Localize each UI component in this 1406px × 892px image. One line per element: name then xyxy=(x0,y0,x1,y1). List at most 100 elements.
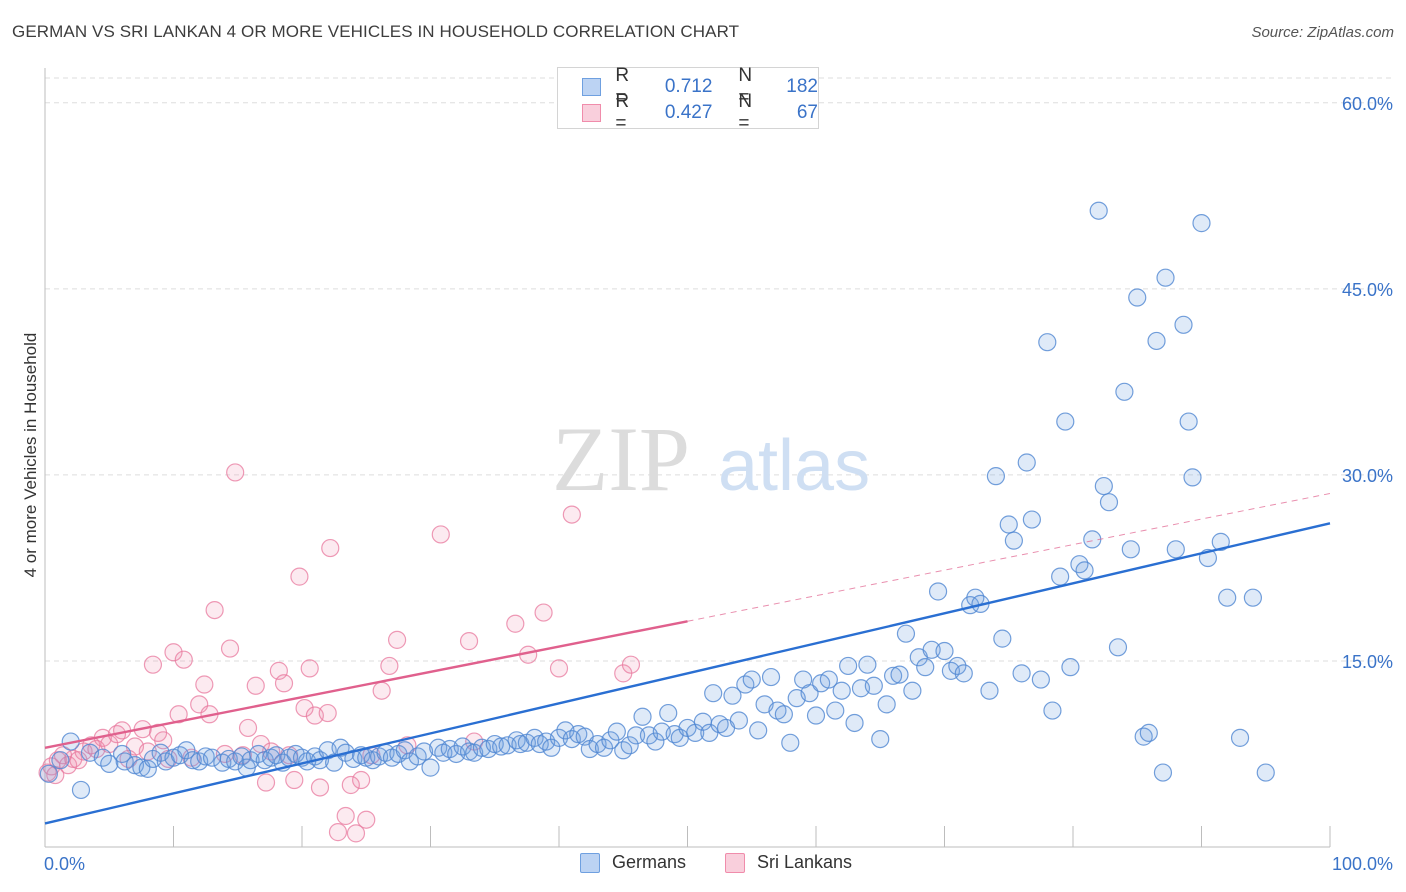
germans-point xyxy=(1043,701,1062,720)
sri-lankans-point xyxy=(549,659,569,678)
germans-point xyxy=(1147,331,1166,351)
germans-point xyxy=(607,722,626,741)
germans-point xyxy=(819,670,838,689)
x-tick-labels: 0.0% 100.0% xyxy=(44,854,1393,874)
sri-lankans-point xyxy=(174,650,193,669)
germans-point xyxy=(331,738,350,757)
germans-point xyxy=(839,656,858,676)
germans-point xyxy=(922,640,941,659)
germans-point xyxy=(633,707,652,726)
germans-point xyxy=(1174,315,1193,334)
germans-point xyxy=(542,738,561,757)
source-credit: Source: ZipAtlas.com xyxy=(1251,24,1394,41)
sri-lankans-point xyxy=(352,770,371,790)
germans-point xyxy=(1256,763,1275,782)
legend-r-label: R = xyxy=(615,65,630,108)
germans-trend-line xyxy=(44,522,1331,825)
germans-point xyxy=(1089,201,1108,220)
legend-swatch-sri-lankans xyxy=(582,104,602,122)
germans-point xyxy=(71,780,91,800)
sri-lankans-point xyxy=(328,823,348,842)
germans-point xyxy=(1211,532,1230,551)
germans-point xyxy=(177,741,196,760)
legend-r-value: 0.427 xyxy=(664,102,713,123)
sri-lankans-point xyxy=(336,806,355,826)
germans-point xyxy=(800,684,819,703)
germans-point xyxy=(1075,561,1094,580)
sri-lankans-point xyxy=(300,659,319,678)
germans-point xyxy=(1230,728,1250,747)
germans-point xyxy=(1139,723,1158,742)
germans-point xyxy=(986,467,1006,486)
germans-point xyxy=(954,664,973,683)
germans-point xyxy=(112,744,132,764)
legend-r-label: R = xyxy=(615,91,630,134)
germans-point xyxy=(980,681,999,700)
germans-point xyxy=(948,656,967,676)
legend-swatch-germans xyxy=(582,78,602,96)
germans-point xyxy=(620,736,639,755)
germans-point xyxy=(1115,382,1134,401)
sri-lankans-points xyxy=(38,463,641,843)
germans-point xyxy=(999,515,1018,534)
sri-lankans-point xyxy=(321,538,340,558)
germans-point xyxy=(492,737,511,756)
germans-point xyxy=(1166,540,1185,559)
germans-point xyxy=(723,686,742,705)
sri-lankans-point xyxy=(226,463,245,482)
germans-point xyxy=(1156,268,1175,287)
germans-point xyxy=(594,738,614,757)
bottom-legend-germans: Germans xyxy=(580,852,686,873)
sri-lankans-point xyxy=(431,525,450,544)
germans-point xyxy=(774,705,793,724)
sri-lankans-point xyxy=(459,632,479,651)
germans-point xyxy=(928,582,948,601)
germans-point xyxy=(626,726,646,745)
y-tick-label: 45.0% xyxy=(1342,280,1393,300)
germans-point xyxy=(883,666,903,685)
sri-lankans-point xyxy=(506,614,525,633)
germans-point xyxy=(916,658,935,677)
germans-point xyxy=(826,701,845,720)
germans-point xyxy=(742,670,761,689)
germans-point xyxy=(729,711,749,730)
germans-point xyxy=(1108,638,1128,657)
sri-lankans-point xyxy=(205,600,224,620)
sri-lankans-point xyxy=(310,778,330,797)
sri-lankans-trend-line xyxy=(44,620,688,749)
germans-point xyxy=(414,742,434,761)
germans-point xyxy=(1153,763,1173,782)
germans-points xyxy=(39,201,1275,800)
germans-point xyxy=(935,641,954,661)
legend-n-label: N = xyxy=(738,65,753,108)
germans-point xyxy=(896,624,916,643)
germans-point xyxy=(498,736,517,755)
germans-point xyxy=(832,681,851,700)
germans-point xyxy=(1061,658,1080,677)
correlation-legend: R = 0.712 N = 182 R = 0.427 N = 67 xyxy=(557,65,819,134)
bottom-legend-label-germans: Germans xyxy=(612,852,687,872)
sri-lankans-point xyxy=(285,770,304,790)
germans-point xyxy=(646,732,665,751)
germans-point xyxy=(1183,468,1202,487)
sri-lankans-point xyxy=(318,703,337,723)
germans-point xyxy=(903,681,922,700)
sri-lankans-point xyxy=(341,775,360,795)
sri-lankans-point xyxy=(295,698,314,718)
sri-lankans-point xyxy=(143,655,163,674)
germans-point xyxy=(1031,670,1050,689)
sri-lankans-point xyxy=(346,824,366,843)
legend-n-value: 67 xyxy=(796,102,818,123)
x-tick-label: 0.0% xyxy=(44,854,85,874)
sri-lankans-point xyxy=(357,810,376,829)
y-tick-label: 30.0% xyxy=(1342,466,1393,486)
sri-lankans-point xyxy=(164,643,183,662)
bottom-legend-sri-lankans: Sri Lankans xyxy=(725,852,852,873)
germans-point xyxy=(1038,333,1057,352)
germans-point xyxy=(1192,214,1211,233)
germans-point xyxy=(858,655,877,674)
germans-point xyxy=(659,703,678,723)
germans-point xyxy=(704,684,723,703)
sri-lankans-point xyxy=(290,567,309,586)
